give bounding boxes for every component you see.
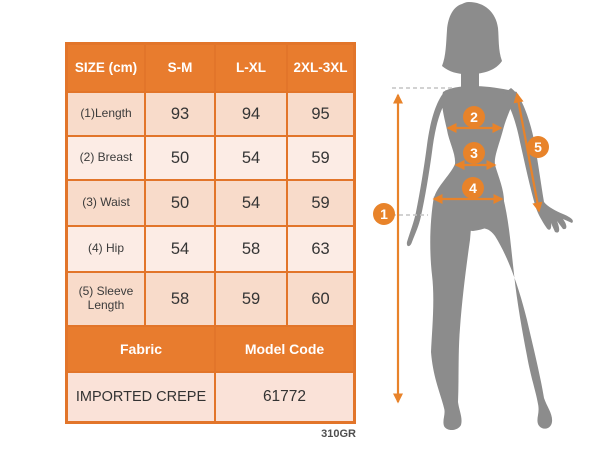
row-label-breast: (2) Breast	[68, 137, 144, 179]
svg-text:5: 5	[534, 139, 542, 155]
size-table: SIZE (cm) S-M L-XL 2XL-3XL (1)Length 93 …	[65, 42, 356, 424]
cell-hip-2xl3xl: 63	[288, 227, 353, 271]
weight-note: 310GR	[321, 428, 356, 440]
header-size-unit: SIZE (cm)	[68, 45, 144, 91]
cell-length-lxl: 94	[216, 93, 286, 135]
cell-waist-2xl3xl: 59	[288, 181, 353, 225]
cell-hip-sm: 54	[146, 227, 214, 271]
cell-breast-lxl: 54	[216, 137, 286, 179]
measure-badge-breast: 2	[463, 106, 485, 128]
header-size-lxl: L-XL	[216, 45, 286, 91]
header-size-2xl3xl: 2XL-3XL	[288, 45, 353, 91]
measure-badge-hip: 4	[462, 177, 484, 199]
svg-text:4: 4	[469, 180, 477, 196]
svg-text:3: 3	[470, 145, 478, 161]
cell-length-2xl3xl: 95	[288, 93, 353, 135]
measure-badge-waist: 3	[463, 142, 485, 164]
value-fabric: IMPORTED CREPE	[68, 373, 214, 421]
svg-text:1: 1	[380, 206, 388, 222]
female-silhouette	[406, 2, 573, 431]
value-model-code: 61772	[216, 373, 353, 421]
cell-sleeve-sm: 58	[146, 273, 214, 325]
header-model-code: Model Code	[216, 327, 353, 371]
row-label-waist: (3) Waist	[68, 181, 144, 225]
cell-breast-2xl3xl: 59	[288, 137, 353, 179]
measure-badge-sleeve: 5	[527, 136, 549, 158]
header-fabric: Fabric	[68, 327, 214, 371]
cell-hip-lxl: 58	[216, 227, 286, 271]
svg-text:2: 2	[470, 109, 478, 125]
row-label-length: (1)Length	[68, 93, 144, 135]
row-label-sleeve-length: (5) Sleeve Length	[68, 273, 144, 325]
header-size-sm: S-M	[146, 45, 214, 91]
row-label-hip: (4) Hip	[68, 227, 144, 271]
measure-arrow-sleeve	[513, 92, 543, 213]
cell-sleeve-lxl: 59	[216, 273, 286, 325]
cell-breast-sm: 50	[146, 137, 214, 179]
cell-waist-sm: 50	[146, 181, 214, 225]
cell-length-sm: 93	[146, 93, 214, 135]
cell-waist-lxl: 54	[216, 181, 286, 225]
body-measurement-figure: 1 2 3 4 5	[373, 2, 573, 431]
cell-sleeve-2xl3xl: 60	[288, 273, 353, 325]
measure-badge-length: 1	[373, 203, 395, 225]
